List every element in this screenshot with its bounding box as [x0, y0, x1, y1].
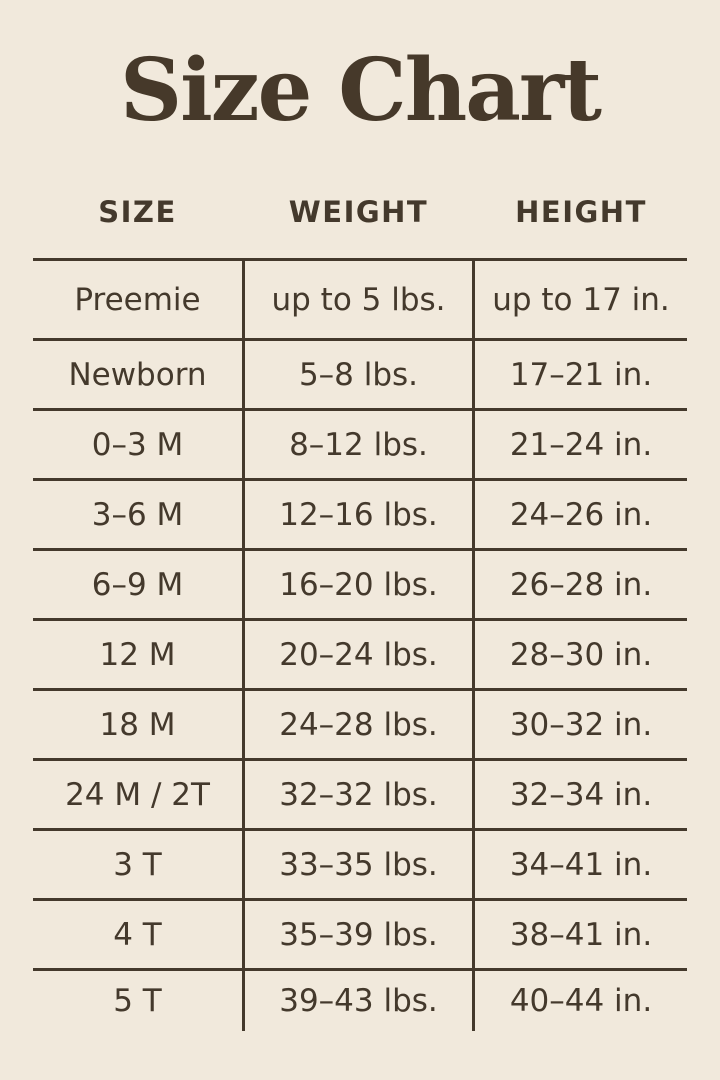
size-cell: 4 T — [113, 916, 162, 953]
height-cell: 40–44 in. — [509, 983, 653, 1019]
table-row: 0–3 M 8–12 lbs. 21–24 in. — [33, 411, 687, 481]
height-cell: 24–26 in. — [509, 496, 653, 533]
weight-cell: 32–32 lbs. — [242, 761, 475, 828]
size-cell: Preemie — [74, 281, 201, 318]
size-table: SIZE WEIGHT HEIGHT Preemie up to 5 lbs. … — [33, 134, 687, 1031]
weight-cell: 5–8 lbs. — [242, 341, 475, 408]
weight-cell: up to 5 lbs. — [242, 261, 475, 338]
size-cell: 18 M — [99, 706, 176, 743]
table-row: 3 T 33–35 lbs. 34–41 in. — [33, 831, 687, 901]
table-row: Preemie up to 5 lbs. up to 17 in. — [33, 261, 687, 341]
weight-cell: 33–35 lbs. — [242, 831, 475, 898]
weight-cell: 12–16 lbs. — [242, 481, 475, 548]
height-cell: 38–41 in. — [509, 916, 653, 953]
size-cell: 0–3 M — [91, 426, 184, 463]
table-header-row: SIZE WEIGHT HEIGHT — [33, 134, 687, 258]
weight-cell: 39–43 lbs. — [242, 971, 475, 1031]
size-cell: 3 T — [113, 846, 162, 883]
table-row: 6–9 M 16–20 lbs. 26–28 in. — [33, 551, 687, 621]
weight-cell: 16–20 lbs. — [242, 551, 475, 618]
height-cell: up to 17 in. — [492, 281, 670, 318]
weight-cell: 35–39 lbs. — [242, 901, 475, 968]
height-cell: 17–21 in. — [509, 356, 653, 393]
weight-cell: 24–28 lbs. — [242, 691, 475, 758]
table-row: 12 M 20–24 lbs. 28–30 in. — [33, 621, 687, 691]
size-cell: 12 M — [99, 636, 176, 673]
weight-cell: 8–12 lbs. — [242, 411, 475, 478]
height-cell: 21–24 in. — [509, 426, 653, 463]
size-cell: 6–9 M — [91, 566, 184, 603]
column-header-weight: WEIGHT — [288, 195, 429, 229]
table-row: 4 T 35–39 lbs. 38–41 in. — [33, 901, 687, 971]
page-title: Size Chart — [119, 40, 602, 141]
height-cell: 26–28 in. — [509, 566, 653, 603]
table-row: 3–6 M 12–16 lbs. 24–26 in. — [33, 481, 687, 551]
size-cell: 3–6 M — [91, 496, 184, 533]
table-body: Preemie up to 5 lbs. up to 17 in. Newbor… — [33, 258, 687, 1031]
height-cell: 30–32 in. — [509, 706, 653, 743]
size-cell: 5 T — [113, 983, 162, 1019]
column-header-height: HEIGHT — [515, 195, 647, 229]
height-cell: 28–30 in. — [509, 636, 653, 673]
column-header-size: SIZE — [98, 195, 177, 229]
table-row: 24 M / 2T 32–32 lbs. 32–34 in. — [33, 761, 687, 831]
table-row: Newborn 5–8 lbs. 17–21 in. — [33, 341, 687, 411]
size-cell: 24 M / 2T — [65, 776, 210, 813]
table-row: 5 T 39–43 lbs. 40–44 in. — [33, 971, 687, 1031]
height-cell: 34–41 in. — [509, 846, 653, 883]
height-cell: 32–34 in. — [509, 776, 653, 813]
weight-cell: 20–24 lbs. — [242, 621, 475, 688]
size-chart-page: Size Chart SIZE WEIGHT HEIGHT Preemie up… — [0, 48, 720, 1031]
size-cell: Newborn — [68, 356, 207, 393]
table-row: 18 M 24–28 lbs. 30–32 in. — [33, 691, 687, 761]
